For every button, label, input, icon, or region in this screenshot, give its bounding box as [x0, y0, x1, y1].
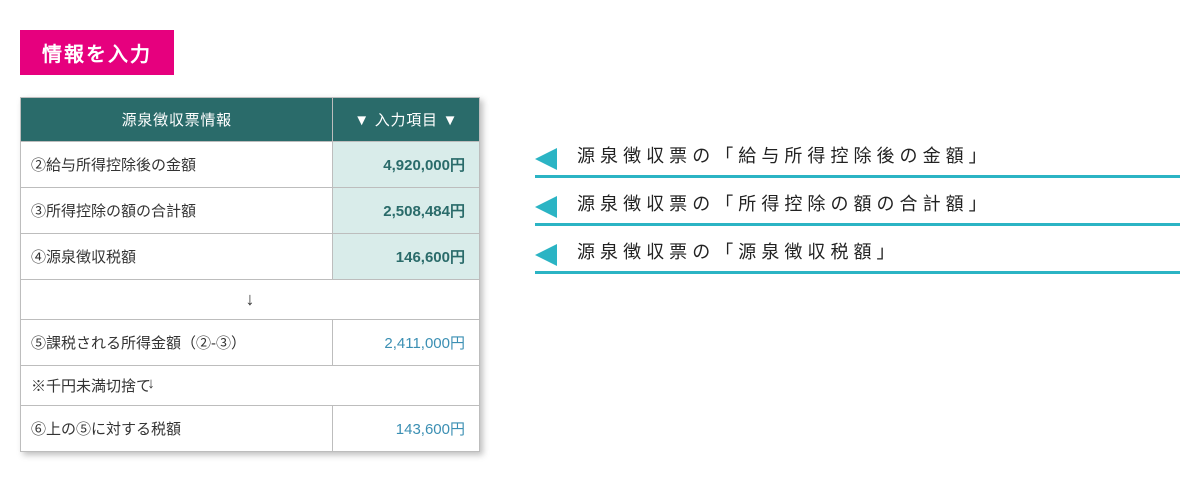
tax-table: 源泉徴収票情報 ▼ 入力項目 ▼ ②給与所得控除後の金額 4,920,000円 …: [20, 97, 480, 452]
row2-value: 4,920,000円: [333, 142, 480, 188]
callout-underline: [535, 271, 1180, 274]
callout-item: 源泉徴収票の「源泉徴収税額」: [515, 230, 1180, 276]
row3-value: 2,508,484円: [333, 188, 480, 234]
triangle-left-icon: [535, 196, 557, 218]
layout-container: 情報を入力 源泉徴収票情報 ▼ 入力項目 ▼ ②給与所得控除後の金額 4,920…: [20, 30, 1180, 452]
row4-label: ④源泉徴収税額: [21, 234, 333, 280]
right-column: 源泉徴収票の「給与所得控除後の金額」 源泉徴収票の「所得控除の額の合計額」 源泉…: [515, 30, 1180, 278]
arrow-row: ↓: [21, 280, 480, 320]
header-col1: 源泉徴収票情報: [21, 98, 333, 142]
row5-label: ⑤課税される所得金額（②-③）: [21, 320, 333, 366]
arrow-cell: ↓: [21, 280, 480, 320]
section-badge: 情報を入力: [20, 30, 174, 75]
note-row: ※千円未満切捨て ↓: [21, 366, 480, 406]
left-column: 情報を入力 源泉徴収票情報 ▼ 入力項目 ▼ ②給与所得控除後の金額 4,920…: [20, 30, 515, 452]
table-row: ⑤課税される所得金額（②-③） 2,411,000円: [21, 320, 480, 366]
row2-label: ②給与所得控除後の金額: [21, 142, 333, 188]
row6-label: ⑥上の⑤に対する税額: [21, 406, 333, 452]
callout-item: 源泉徴収票の「所得控除の額の合計額」: [515, 182, 1180, 228]
callout-text: 源泉徴収票の「所得控除の額の合計額」: [577, 190, 992, 216]
callout-underline: [535, 223, 1180, 226]
callout-underline: [535, 175, 1180, 178]
callout-text: 源泉徴収票の「源泉徴収税額」: [577, 238, 900, 264]
table-row: ③所得控除の額の合計額 2,508,484円: [21, 188, 480, 234]
row4-value: 146,600円: [333, 234, 480, 280]
table-body: ②給与所得控除後の金額 4,920,000円 ③所得控除の額の合計額 2,508…: [21, 142, 480, 452]
row5-value: 2,411,000円: [333, 320, 480, 366]
row3-label: ③所得控除の額の合計額: [21, 188, 333, 234]
table-row: ②給与所得控除後の金額 4,920,000円: [21, 142, 480, 188]
row6-value: 143,600円: [333, 406, 480, 452]
header-col2: ▼ 入力項目 ▼: [333, 98, 480, 142]
triangle-left-icon: [535, 148, 557, 170]
callout-item: 源泉徴収票の「給与所得控除後の金額」: [515, 134, 1180, 180]
table-row: ⑥上の⑤に対する税額 143,600円: [21, 406, 480, 452]
callout-text: 源泉徴収票の「給与所得控除後の金額」: [577, 142, 992, 168]
table-row: ④源泉徴収税額 146,600円: [21, 234, 480, 280]
down-arrow-icon: ↓: [0, 375, 370, 392]
callouts-group: 源泉徴収票の「給与所得控除後の金額」 源泉徴収票の「所得控除の額の合計額」 源泉…: [515, 134, 1180, 276]
triangle-left-icon: [535, 244, 557, 266]
note-cell: ※千円未満切捨て ↓: [21, 366, 480, 406]
